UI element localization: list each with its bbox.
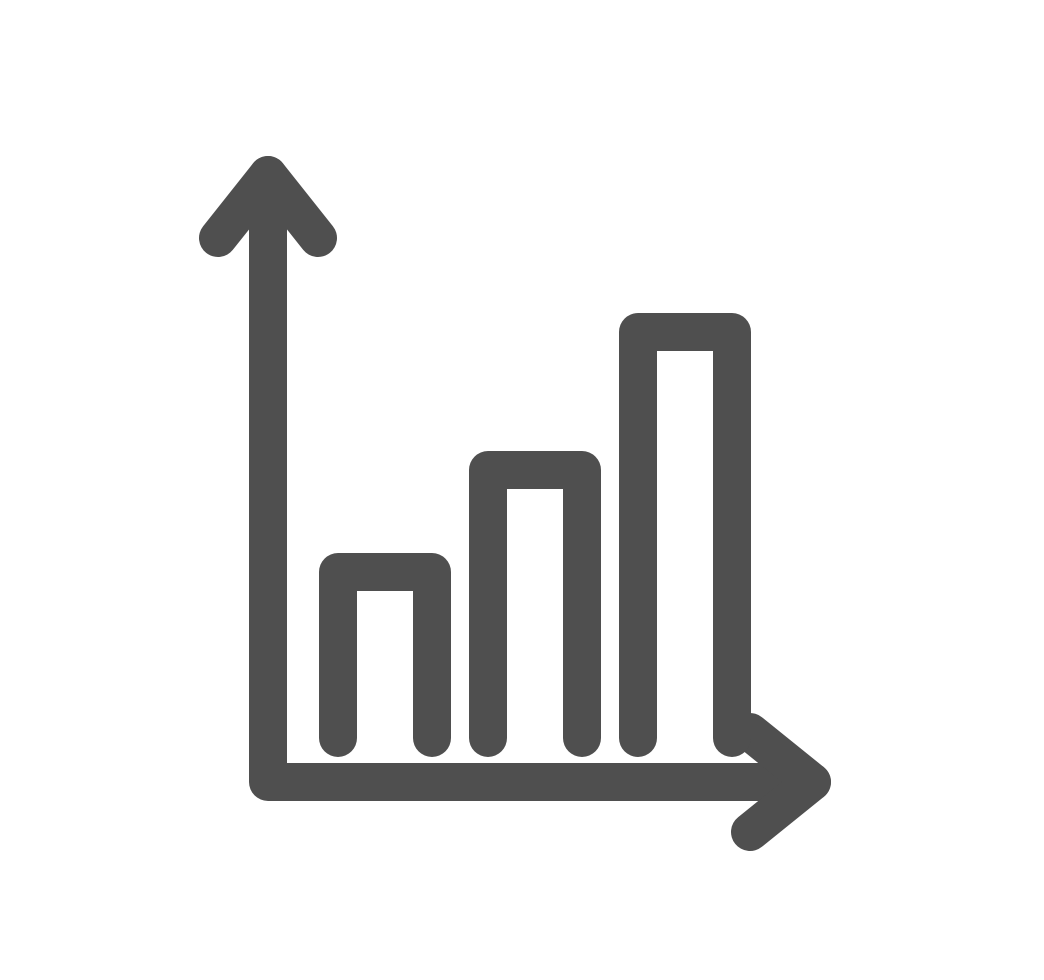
bar-chart-svg <box>0 0 1044 980</box>
bar-2 <box>488 470 582 738</box>
bar-chart-growth-icon <box>0 0 1044 980</box>
bar-1 <box>338 572 432 738</box>
bar-3 <box>638 332 732 738</box>
